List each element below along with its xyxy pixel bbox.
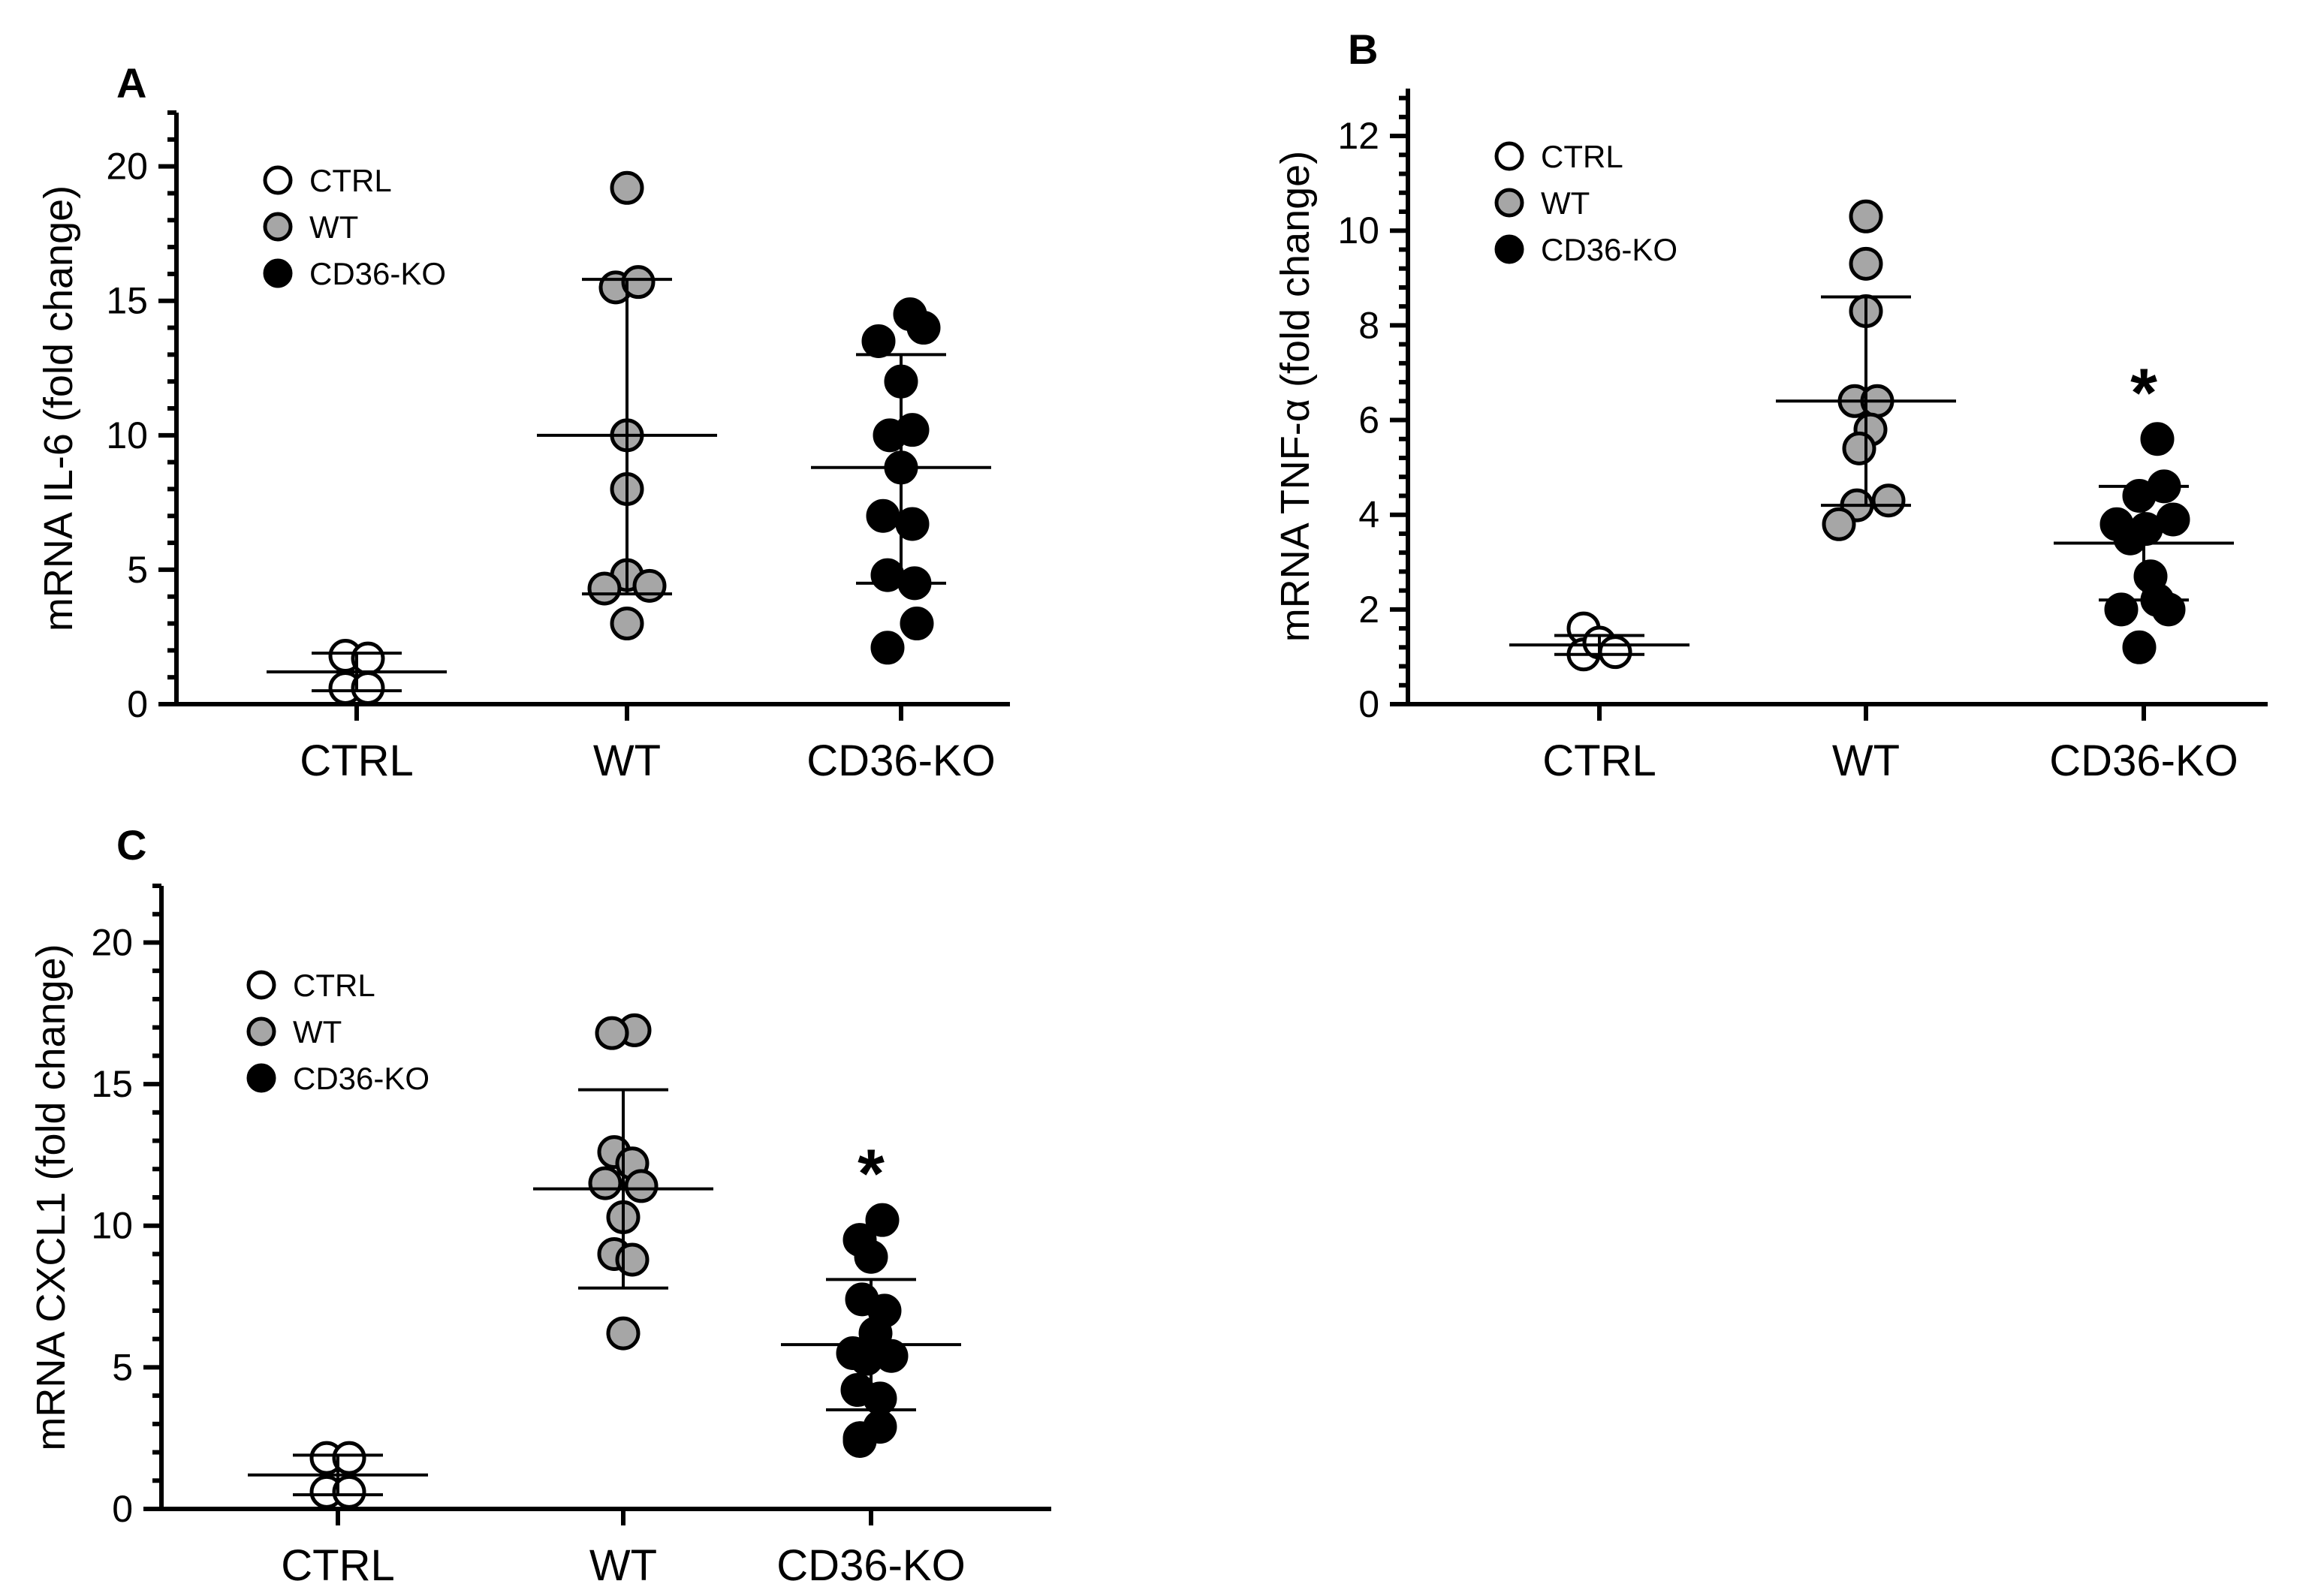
panel-b-data-point bbox=[2122, 630, 2157, 664]
panel-c-data-point bbox=[854, 1239, 888, 1274]
panel-b-y-axis-title: mRNA TNF-α (fold change) bbox=[1273, 151, 1318, 642]
panel-c-data-point bbox=[849, 1342, 884, 1376]
panel-a-data-point bbox=[866, 498, 900, 533]
panel-b-data-point bbox=[2104, 592, 2139, 627]
panel-a-data-point bbox=[906, 311, 941, 345]
panel-b-data-point bbox=[2151, 592, 2186, 627]
panel-b-y-tick-label: 8 bbox=[1358, 304, 1379, 346]
panel-b-data-point bbox=[1849, 199, 1883, 233]
panel-b-data-point bbox=[1842, 431, 1876, 465]
panel-b-category-label: CD36-KO bbox=[2049, 736, 2238, 785]
panel-b-category-label: CTRL bbox=[1542, 736, 1656, 785]
panel-c-y-tick-label: 20 bbox=[91, 921, 133, 963]
panel-c-data-point bbox=[842, 1423, 877, 1458]
panel-a-data-point bbox=[587, 571, 622, 606]
panel-b-data-point bbox=[1871, 483, 1906, 518]
panel-a-data-point bbox=[861, 324, 896, 358]
panel-a-y-tick-label: 10 bbox=[106, 414, 148, 456]
panel-b-legend-marker bbox=[1494, 234, 1524, 264]
panel-b-data-point bbox=[2140, 422, 2175, 456]
panel-b-data-point bbox=[1849, 246, 1883, 281]
panel-a-legend-marker bbox=[263, 165, 293, 195]
panel-c-legend-marker bbox=[246, 970, 276, 1000]
panel-b-legend-marker bbox=[1494, 188, 1524, 218]
panel-a-y-tick-label: 15 bbox=[106, 280, 148, 322]
panel-c-legend-marker bbox=[246, 1016, 276, 1046]
panel-a-data-point bbox=[610, 170, 644, 205]
panel-c: C 0 5 10 15 20 CTRL WT CD36-KO mRNA CXCL1 (fold … bbox=[29, 821, 1051, 1581]
panel-b-y-tick-label: 0 bbox=[1358, 683, 1379, 725]
panel-a-legend-label: CTRL bbox=[309, 163, 392, 198]
panel-a-data-point bbox=[900, 607, 934, 641]
panel-b-data-point bbox=[2122, 478, 2157, 513]
panel-b-legend-label: CTRL bbox=[1541, 139, 1623, 174]
panel-c-significance-star: * bbox=[858, 1136, 885, 1212]
panel-b-significance-star: * bbox=[2130, 355, 2157, 432]
panel-a-category-label: WT bbox=[593, 736, 661, 785]
panel-b-legend-marker bbox=[1494, 141, 1524, 171]
panel-label-c: C bbox=[116, 821, 146, 869]
panel-a-y-tick-label: 20 bbox=[106, 146, 148, 188]
panel-b-y-tick-label: 4 bbox=[1358, 494, 1379, 536]
panel-c-data-point bbox=[624, 1169, 659, 1203]
panel-label-b: B bbox=[1348, 26, 1378, 73]
panel-b-data-point bbox=[2113, 521, 2148, 556]
panel-a: A 0 5 10 15 20 CTRL WT CD36-KO mRNA IL-6 (fold c… bbox=[36, 59, 1010, 785]
panel-c-y-tick-label: 15 bbox=[91, 1063, 133, 1105]
panel-c-data-point bbox=[606, 1316, 641, 1351]
panel-c-y-tick-label: 5 bbox=[112, 1346, 133, 1388]
panel-c-y-tick-label: 10 bbox=[91, 1205, 133, 1247]
panel-c-data-point bbox=[332, 1441, 366, 1475]
panel-b-data-point bbox=[1822, 507, 1856, 541]
panel-b-category-label: WT bbox=[1832, 736, 1900, 785]
panel-c-category-label: WT bbox=[589, 1541, 657, 1581]
panel-a-data-point bbox=[873, 418, 907, 453]
panel-a-y-axis-title: mRNA IL-6 (fold change) bbox=[36, 185, 81, 631]
panel-c-y-axis-title: mRNA CXCL1 (fold change) bbox=[29, 944, 74, 1450]
panel-b-data-point bbox=[1598, 635, 1632, 670]
panel-b-y-tick-label: 6 bbox=[1358, 399, 1379, 441]
panel-c-data-point bbox=[588, 1166, 622, 1200]
panel-c-legend-label: CTRL bbox=[293, 968, 375, 1003]
panel-c-legend-label: WT bbox=[293, 1014, 342, 1049]
panel-b-legend-label: CD36-KO bbox=[1541, 232, 1677, 267]
panel-a-legend-marker bbox=[263, 212, 293, 242]
panel-c-y-tick-label: 0 bbox=[112, 1488, 133, 1530]
panel-a-y-tick-label: 5 bbox=[127, 549, 148, 591]
panel-b-y-tick-label: 2 bbox=[1358, 589, 1379, 631]
panel-a-category-label: CTRL bbox=[300, 736, 413, 785]
panel-a-data-point bbox=[870, 631, 905, 665]
panel-c-category-label: CTRL bbox=[281, 1541, 394, 1581]
panel-a-data-point bbox=[895, 507, 930, 541]
panel-c-data-point bbox=[332, 1474, 366, 1509]
panel-c-data-point bbox=[595, 1016, 629, 1050]
panel-c-legend-marker bbox=[246, 1063, 276, 1093]
panel-a-data-point bbox=[610, 607, 644, 641]
panel-c-data-point bbox=[865, 1203, 900, 1237]
panel-a-y-tick-label: 0 bbox=[127, 683, 148, 725]
panel-a-legend-label: CD36-KO bbox=[309, 256, 446, 291]
panel-c-category-label: CD36-KO bbox=[776, 1541, 965, 1581]
panel-b-y-tick-label: 10 bbox=[1337, 209, 1379, 251]
panel-a-data-point bbox=[632, 568, 667, 603]
panel-a-category-label: CD36-KO bbox=[806, 736, 995, 785]
panel-a-legend-marker bbox=[263, 258, 293, 288]
panel-label-a: A bbox=[116, 59, 146, 107]
panel-b-y-tick-label: 12 bbox=[1337, 115, 1379, 157]
panel-a-legend-label: WT bbox=[309, 209, 358, 245]
panel-b-legend-label: WT bbox=[1541, 185, 1590, 221]
panel-c-legend-label: CD36-KO bbox=[293, 1061, 430, 1096]
panel-b: B 0 2 4 6 8 10 12 CTRL WT CD36-KO mRNA TNF-α (fold… bbox=[1273, 26, 2268, 785]
panel-a-data-point bbox=[621, 265, 656, 300]
